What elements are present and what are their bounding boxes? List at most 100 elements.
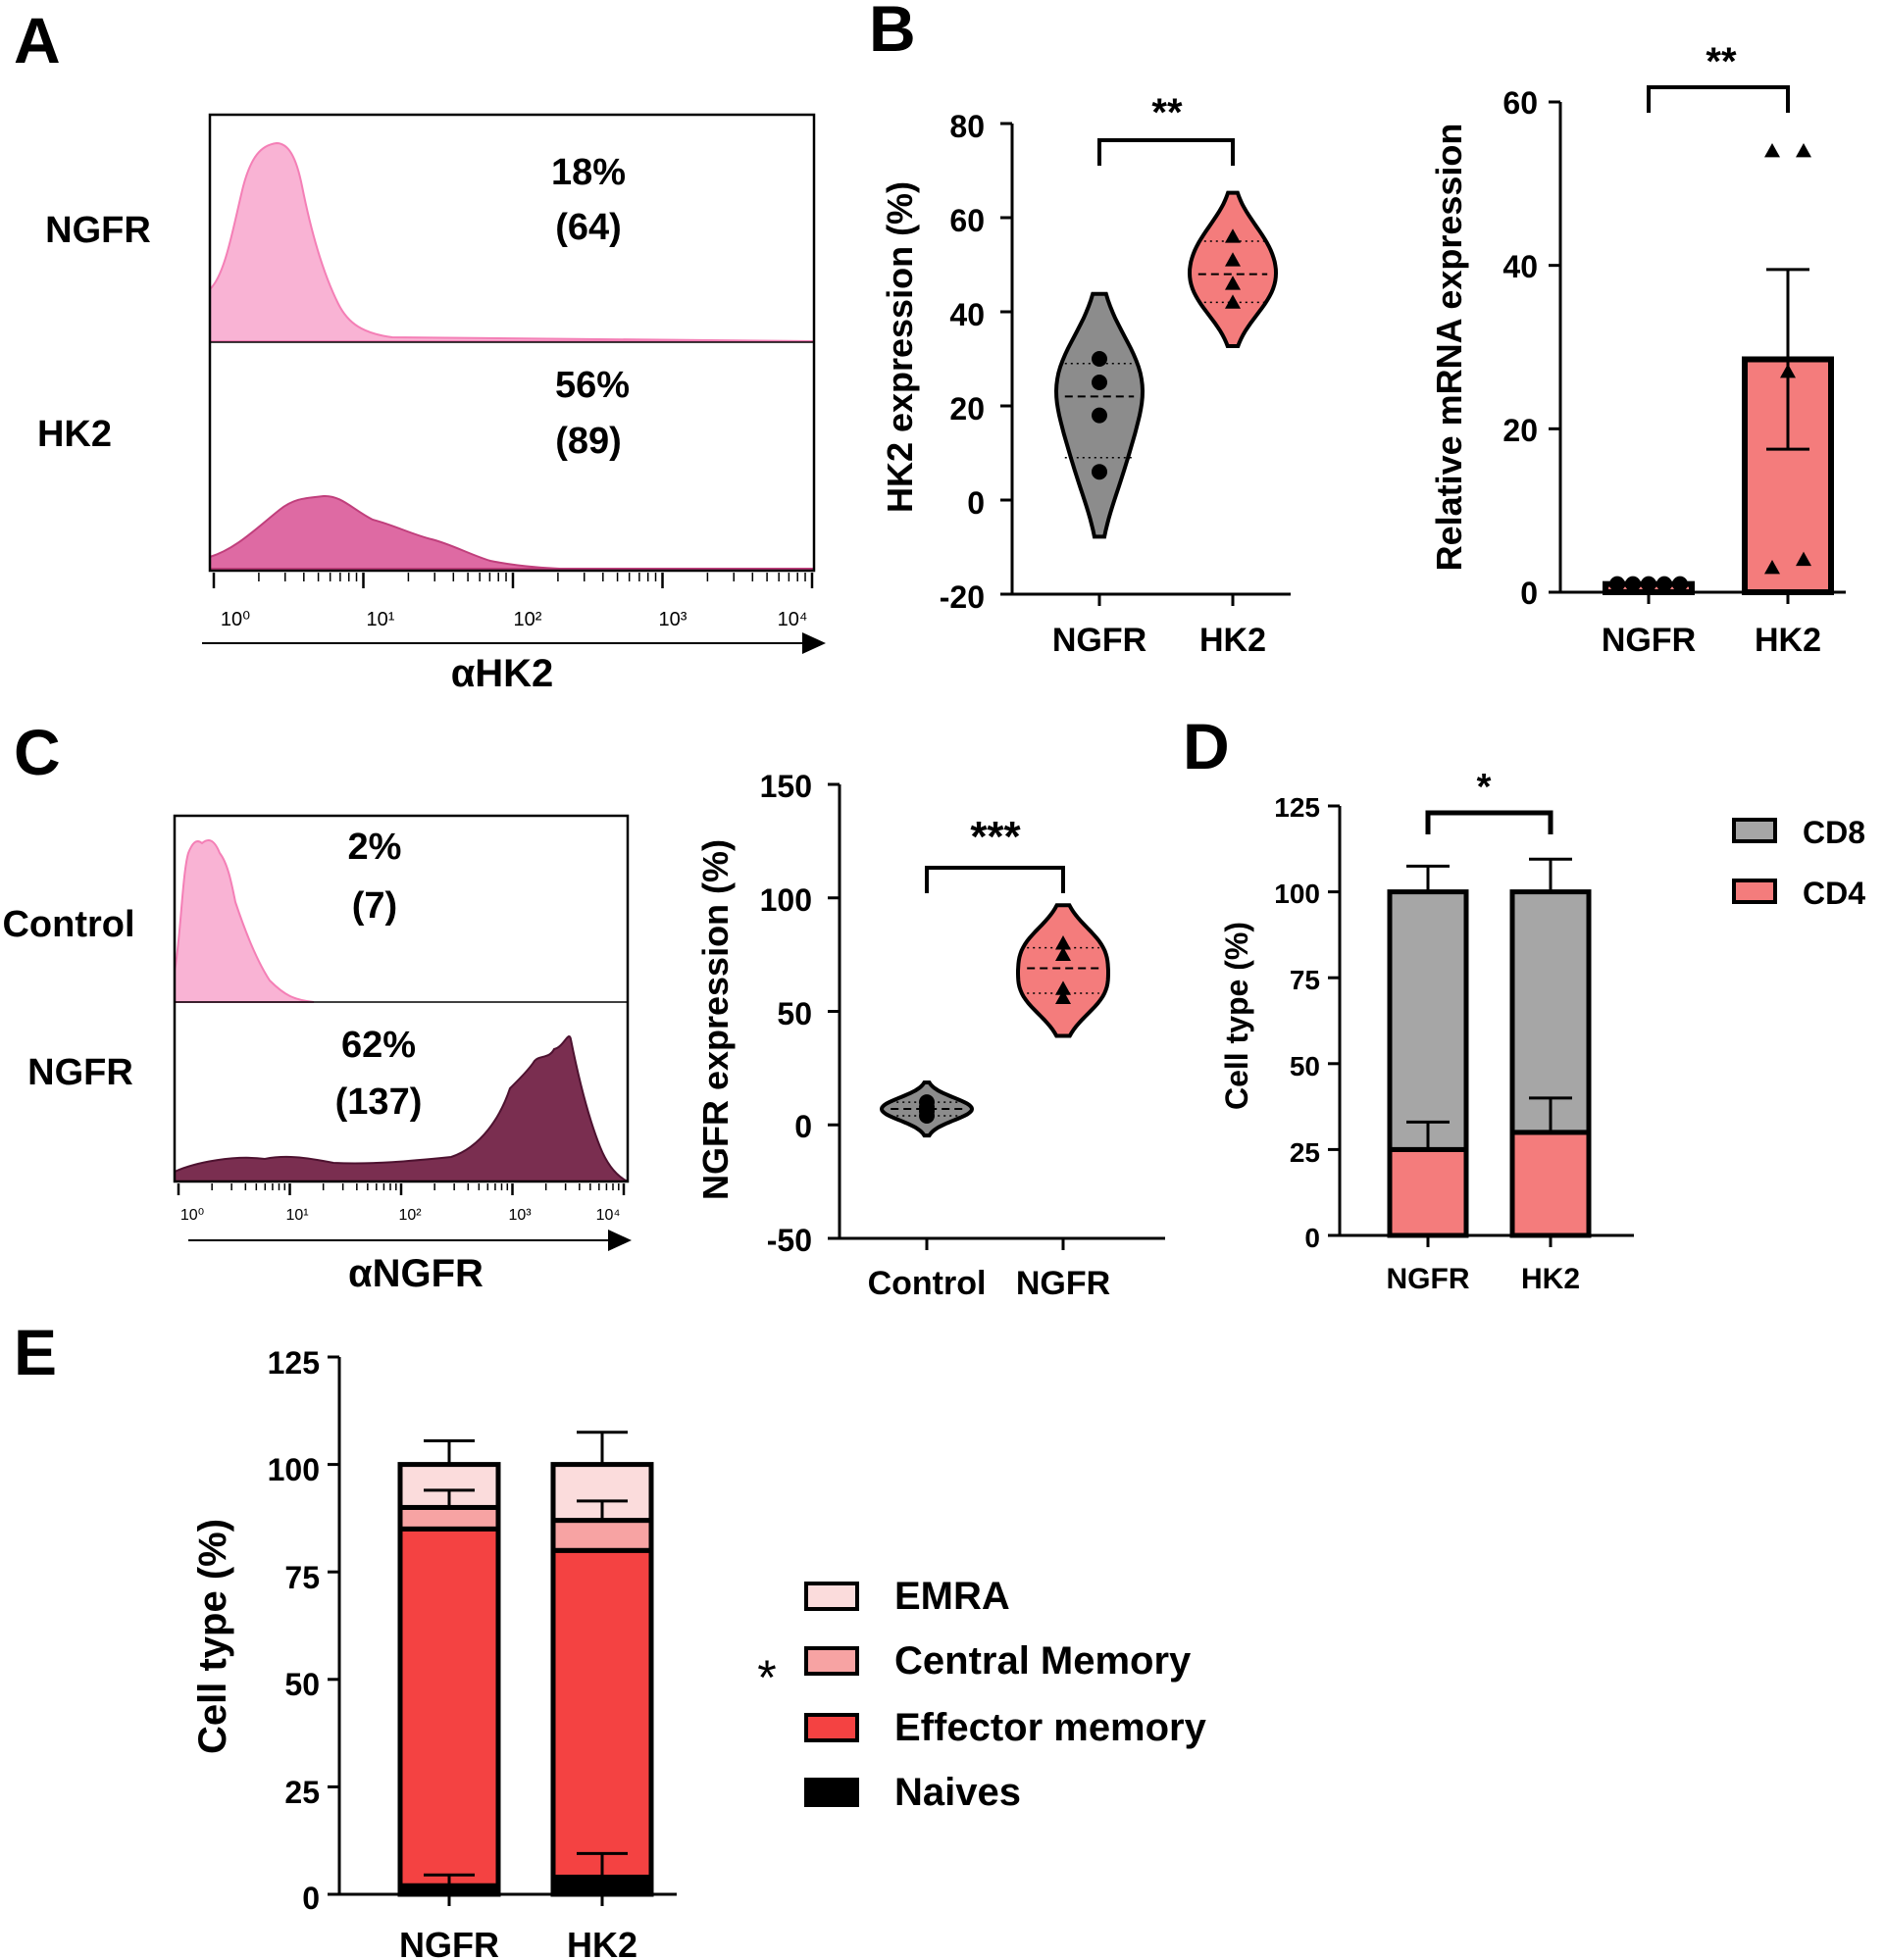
b1-point-ngfr-0 bbox=[1092, 351, 1107, 367]
bar-b-xtick-ngfr: NGFR bbox=[1602, 622, 1696, 659]
e-bar-hk2-effector-memory bbox=[550, 1547, 654, 1880]
histogram-c-xtick-0: 10⁰ bbox=[180, 1207, 204, 1224]
legend-swatch-cd8 bbox=[1732, 818, 1777, 843]
legend-swatch-effector-memory bbox=[804, 1713, 859, 1742]
legend-label-emra: EMRA bbox=[894, 1575, 1010, 1618]
stacked-e-ytick-0: 0 bbox=[302, 1881, 320, 1916]
panel-label-b: B bbox=[869, 0, 916, 65]
legend-swatch-emra bbox=[804, 1582, 859, 1611]
histogram-c-ngfr-mfi: (137) bbox=[335, 1081, 423, 1123]
bar-b-ytick-60: 60 bbox=[1502, 85, 1538, 121]
c2-point-ngfr-0 bbox=[1055, 935, 1071, 950]
panel-d-stacked-bar: Cell type (%) * NGFR HK2 125 100 75 50 2… bbox=[1219, 767, 1865, 1295]
bar-b-significance-bracket bbox=[1647, 85, 1790, 113]
histogram-c-xtick-2: 10² bbox=[398, 1207, 422, 1224]
legend-swatch-naives bbox=[804, 1778, 859, 1807]
stacked-e-ylabel: Cell type (%) bbox=[191, 1519, 234, 1754]
histogram-c-xtick-3: 10³ bbox=[508, 1207, 532, 1224]
c2-point-control-3 bbox=[919, 1107, 935, 1124]
b1-point-hk2-0 bbox=[1225, 228, 1241, 243]
legend-swatch-central-memory bbox=[804, 1646, 859, 1676]
stacked-e-ytick-25: 25 bbox=[284, 1775, 320, 1810]
bar-b-ylabel: Relative mRNA expression bbox=[1429, 124, 1469, 572]
violin-c-xtick-control: Control bbox=[868, 1265, 987, 1302]
violin-b-ytick-80: 80 bbox=[949, 109, 985, 144]
legend-label-effector-memory: Effector memory bbox=[894, 1706, 1207, 1749]
b1-point-hk2-1 bbox=[1225, 252, 1241, 267]
panel-b-bar: Relative mRNA expression ** NGFR HK2 60 … bbox=[1429, 40, 1846, 659]
e-bar-ngfr-effector-memory bbox=[397, 1526, 501, 1888]
histogram-a-xtick-4: 10⁴ bbox=[778, 609, 808, 630]
violin-b-xtick-ngfr: NGFR bbox=[1052, 622, 1146, 659]
histogram-c-xtick-1: 10¹ bbox=[285, 1207, 308, 1224]
violin-c-ytick-0: 0 bbox=[794, 1109, 812, 1144]
violin-b-ylabel: HK2 expression (%) bbox=[880, 181, 920, 513]
panel-c-violin: NGFR expression (%) *** Control NGFR 150… bbox=[695, 769, 1165, 1302]
stacked-d-ytick-75: 75 bbox=[1290, 965, 1320, 995]
violin-b-ytick-neg20: -20 bbox=[940, 579, 985, 615]
bar-b-point-hk2-1 bbox=[1796, 143, 1811, 158]
histogram-a-xtick-3: 10³ bbox=[659, 609, 687, 630]
stacked-d-xtick-ngfr: NGFR bbox=[1387, 1263, 1470, 1295]
histogram-fill-ngfr-c bbox=[174, 1035, 629, 1182]
violin-b-significance: ** bbox=[1151, 91, 1183, 134]
histogram-fill-ngfr bbox=[209, 141, 815, 342]
bar-b-ytick-0: 0 bbox=[1520, 576, 1538, 611]
b1-point-ngfr-2 bbox=[1092, 407, 1107, 424]
histogram-a-xtick-0: 10⁰ bbox=[221, 609, 250, 630]
histogram-c-ngfr-percent: 62% bbox=[341, 1025, 416, 1066]
panel-label-a: A bbox=[14, 4, 61, 76]
histogram-a-axis-ticks bbox=[212, 573, 814, 588]
d-bar-ngfr-cd4 bbox=[1387, 1146, 1469, 1238]
histogram-a-hk2-percent: 56% bbox=[555, 365, 630, 406]
histogram-c-row-label-control: Control bbox=[2, 904, 134, 945]
legend-label-central-memory: Central Memory bbox=[894, 1639, 1192, 1683]
b1-point-ngfr-1 bbox=[1092, 375, 1107, 390]
bar-b-point-ngfr-4 bbox=[1672, 576, 1688, 592]
bar-b-point-ngfr-0 bbox=[1609, 576, 1625, 592]
violin-c-ytick-150: 150 bbox=[760, 769, 812, 804]
histogram-a-row-label-ngfr: NGFR bbox=[45, 210, 151, 251]
legend-label-cd4: CD4 bbox=[1803, 876, 1865, 911]
bar-b-point-hk2-2 bbox=[1780, 364, 1796, 378]
histogram-c-row-label-ngfr: NGFR bbox=[27, 1052, 133, 1093]
legend-label-naives: Naives bbox=[894, 1771, 1021, 1814]
stacked-d-significance: * bbox=[1477, 767, 1492, 808]
legend-label-cd8: CD8 bbox=[1803, 815, 1865, 850]
c2-point-ngfr-2 bbox=[1055, 980, 1071, 995]
bar-b-point-ngfr-2 bbox=[1641, 576, 1656, 592]
histogram-c-axis-ticks bbox=[177, 1183, 626, 1195]
bar-b-point-ngfr-1 bbox=[1625, 576, 1641, 592]
bar-b-significance: ** bbox=[1706, 40, 1737, 83]
histogram-a-ngfr-mfi: (64) bbox=[555, 207, 622, 248]
bar-b-point-hk2-3 bbox=[1764, 560, 1780, 575]
histogram-a-row-label-hk2: HK2 bbox=[37, 414, 112, 455]
b1-violin-hk2 bbox=[1187, 190, 1279, 348]
histogram-a-xtick-2: 10² bbox=[514, 609, 542, 630]
c2-significance-bracket bbox=[925, 866, 1065, 893]
violin-b-ytick-0: 0 bbox=[967, 485, 985, 521]
bar-b-point-ngfr-3 bbox=[1656, 576, 1672, 592]
histogram-fill-control bbox=[174, 839, 315, 1003]
stacked-e-xtick-ngfr: NGFR bbox=[399, 1925, 499, 1960]
panel-c-histogram: Control NGFR 2% (7) 62% (137) 10⁰ 10¹ 10… bbox=[2, 814, 632, 1295]
histogram-c-control-percent: 2% bbox=[348, 827, 402, 868]
d-bar-ngfr-cd8 bbox=[1387, 889, 1469, 1152]
d-bar-hk2-cd4 bbox=[1509, 1130, 1592, 1238]
panel-label-d: D bbox=[1183, 710, 1230, 782]
histogram-a-ngfr-percent: 18% bbox=[551, 152, 626, 193]
panel-a-histogram: NGFR HK2 18% (64) 56% (89) 10⁰ 10¹ 10² 1… bbox=[37, 113, 826, 695]
violin-c-ytick-50: 50 bbox=[777, 996, 812, 1031]
stacked-e-xtick-hk2: HK2 bbox=[567, 1925, 637, 1960]
stacked-e-ytick-125: 125 bbox=[268, 1345, 320, 1381]
bar-b-point-hk2-4 bbox=[1796, 551, 1811, 567]
histogram-a-xlabel: αHK2 bbox=[451, 652, 554, 695]
violin-c-ytick-100: 100 bbox=[760, 882, 812, 918]
legend-swatch-cd4 bbox=[1732, 879, 1777, 904]
histogram-fill-hk2 bbox=[209, 494, 815, 573]
violin-b-ytick-40: 40 bbox=[949, 297, 985, 332]
d-significance-bracket bbox=[1425, 810, 1553, 834]
bar-b-ytick-40: 40 bbox=[1502, 249, 1538, 284]
